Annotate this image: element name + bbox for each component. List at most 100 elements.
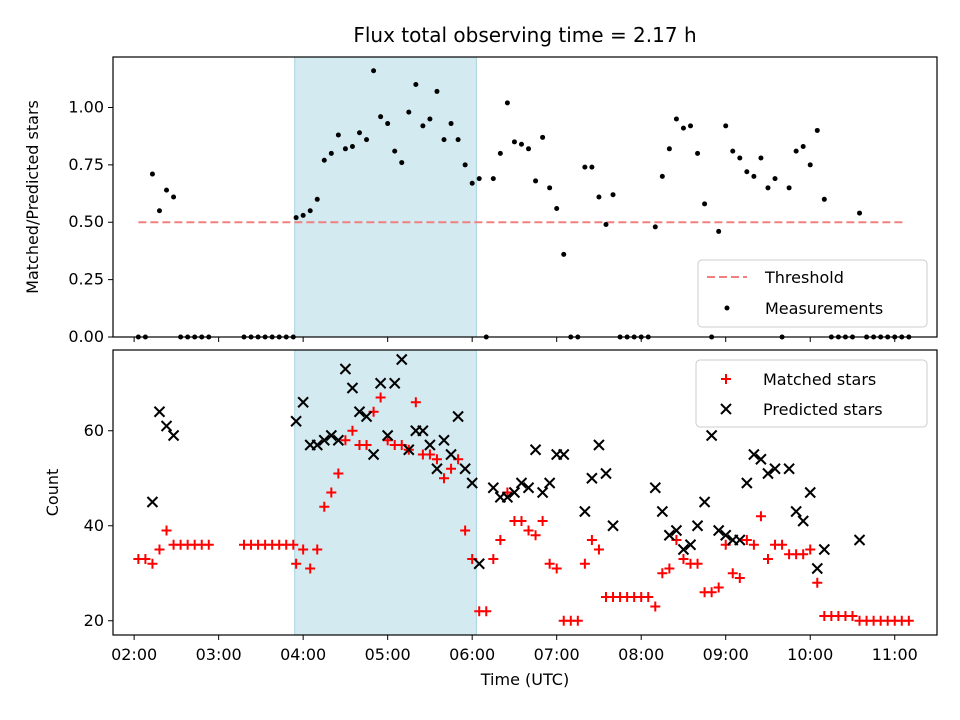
- matched-point: [516, 516, 527, 526]
- measurement-point: [518, 141, 524, 147]
- matched-point: [319, 501, 330, 512]
- matched-point: [424, 449, 435, 460]
- measurement-point: [434, 88, 440, 94]
- measurement-point: [730, 148, 736, 154]
- predicted-point: [600, 467, 612, 480]
- measurement-point: [476, 176, 482, 182]
- predicted-point: [769, 463, 781, 475]
- measurement-point: [540, 134, 546, 140]
- measurement-point: [378, 114, 384, 120]
- predicted-point: [353, 406, 366, 418]
- matched-point: [657, 568, 668, 579]
- measurement-point: [547, 185, 553, 191]
- measurement-point: [149, 171, 155, 177]
- matched-point: [847, 611, 858, 621]
- xtick-label: 10:00: [787, 645, 833, 664]
- measurement-point: [406, 109, 412, 115]
- measurement-point: [469, 180, 475, 186]
- matched-point: [305, 563, 316, 574]
- bottom-axes-frame: [112, 349, 938, 636]
- predicted-point: [389, 377, 401, 389]
- measurement-point: [171, 194, 177, 200]
- matched-point: [431, 454, 442, 465]
- predicted-point: [649, 482, 661, 494]
- measurement-point: [342, 146, 348, 152]
- matched-point: [347, 425, 358, 436]
- measurement-point: [695, 150, 701, 156]
- measurement-point: [652, 224, 658, 230]
- matched-point: [481, 606, 492, 617]
- measurement-point: [300, 212, 306, 218]
- measurement-point: [737, 155, 743, 161]
- top-ytick-label: 0.50: [68, 212, 104, 231]
- matched-point: [288, 539, 299, 550]
- matched-point: [298, 544, 309, 555]
- measurement-point: [793, 148, 799, 154]
- matched-point: [361, 440, 372, 450]
- matched-point: [727, 568, 738, 579]
- measurement-point: [680, 125, 686, 131]
- predicted-point: [445, 448, 457, 461]
- measurement-point: [814, 127, 820, 133]
- matched-point: [805, 544, 816, 555]
- legend-predicted-label: Predicted stars: [763, 400, 883, 419]
- matched-point: [439, 473, 450, 484]
- predicted-point: [487, 482, 500, 494]
- predicted-point: [438, 434, 450, 446]
- predicted-point: [396, 353, 408, 366]
- measurement-point: [328, 150, 334, 156]
- predicted-point: [797, 515, 809, 527]
- predicted-point: [167, 429, 180, 442]
- xtick-label: 03:00: [196, 645, 242, 664]
- matched-point: [326, 487, 337, 498]
- measurement-point: [800, 144, 806, 150]
- matched-point: [382, 435, 393, 446]
- bottom-ytick-label: 40: [84, 516, 104, 535]
- measurement-point: [321, 157, 327, 163]
- top-ytick-label: 0.25: [68, 270, 104, 289]
- matched-point: [664, 563, 675, 574]
- top-axes-frame: [112, 56, 938, 338]
- bottom-ytick-label: 60: [84, 421, 104, 440]
- matched-point: [333, 468, 344, 479]
- matched-point: [291, 558, 302, 569]
- predicted-point: [734, 534, 746, 546]
- measurement-point: [673, 116, 679, 122]
- matched-point: [777, 539, 788, 550]
- matched-point: [495, 535, 506, 545]
- predicted-point: [452, 410, 464, 423]
- matched-point: [340, 435, 351, 446]
- matched-point: [523, 525, 534, 536]
- matched-point: [551, 563, 562, 574]
- predicted-point: [579, 505, 591, 518]
- measurement-point: [821, 196, 827, 202]
- matched-point: [650, 601, 661, 612]
- predicted-point: [656, 505, 669, 518]
- xtick-label: 02:00: [111, 645, 157, 664]
- predicted-point: [332, 434, 345, 446]
- measurement-point: [786, 185, 792, 191]
- bottom-panel: 20 40 60 02:00 03:00 04:00 05:00 06:00 07:00 08:0…: [43, 349, 938, 689]
- predicted-point: [783, 463, 795, 475]
- predicted-point: [417, 425, 429, 437]
- measurement-point: [596, 194, 602, 200]
- matched-point: [375, 392, 386, 403]
- top-legend-box: [697, 259, 928, 328]
- matched-point: [678, 554, 689, 564]
- top-legend: Threshold Measurements: [697, 259, 928, 328]
- predicted-point: [339, 363, 352, 375]
- measurement-point: [399, 160, 405, 166]
- predicted-point: [508, 486, 521, 499]
- xlabel: Time (UTC): [480, 670, 569, 689]
- predicted-point: [663, 529, 676, 541]
- measurement-point: [533, 178, 539, 184]
- matched-point: [147, 558, 158, 569]
- predicted-point: [374, 377, 387, 389]
- measurement-point: [441, 137, 447, 143]
- predicted-point: [466, 477, 478, 489]
- measurement-point: [156, 208, 162, 214]
- measurement-point: [688, 123, 694, 129]
- measurement-point: [716, 228, 722, 234]
- bottom-highlight-span: [294, 349, 477, 636]
